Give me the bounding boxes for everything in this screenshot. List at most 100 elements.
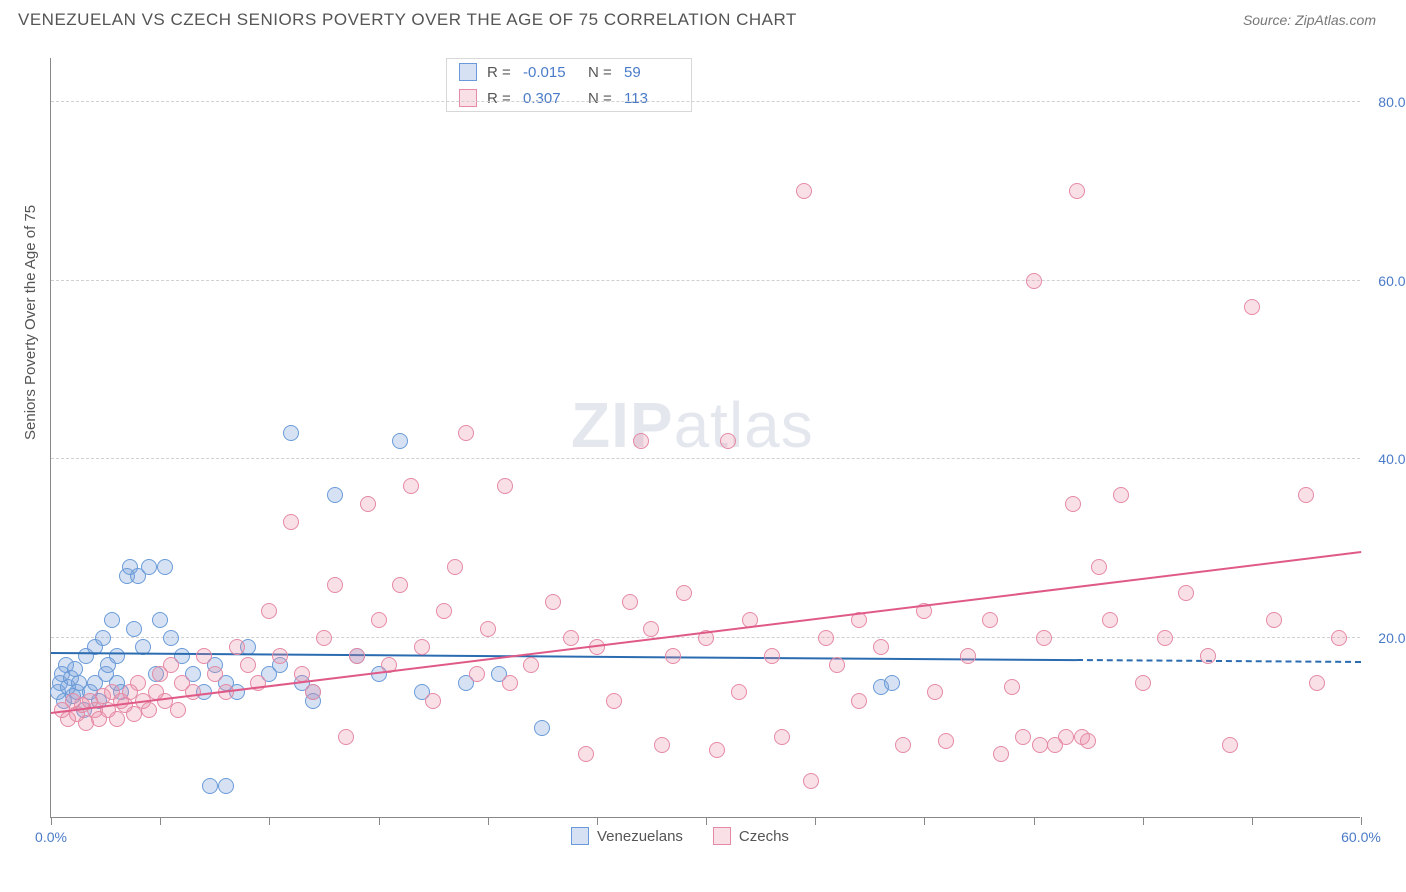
data-point [796,183,812,199]
data-point [720,433,736,449]
data-point [130,675,146,691]
data-point [170,702,186,718]
source-attribution: Source: ZipAtlas.com [1243,12,1376,28]
r-value: 0.307 [523,90,578,107]
data-point [95,630,111,646]
x-tick [269,817,270,825]
r-label: R = [487,90,513,107]
plot-area: ZIPatlas R =-0.015N =59R =0.307N =113 Ve… [50,58,1360,818]
data-point [480,621,496,637]
data-point [305,684,321,700]
gridline [51,458,1360,459]
data-point [392,433,408,449]
gridline [51,101,1360,102]
data-point [425,693,441,709]
data-point [218,778,234,794]
y-axis-label: Seniors Poverty Over the Age of 75 [22,205,39,440]
y-tick-label: 20.0% [1368,630,1406,646]
x-tick [379,817,380,825]
data-point [141,702,157,718]
legend-swatch [713,827,731,845]
data-point [818,630,834,646]
data-point [1058,729,1074,745]
x-tick [706,817,707,825]
data-point [1135,675,1151,691]
stats-row: R =-0.015N =59 [447,59,691,85]
data-point [1266,612,1282,628]
data-point [523,657,539,673]
legend-swatch [571,827,589,845]
watermark: ZIPatlas [571,388,814,462]
data-point [185,684,201,700]
data-point [109,648,125,664]
data-point [884,675,900,691]
data-point [240,657,256,673]
data-point [338,729,354,745]
data-point [654,737,670,753]
data-point [643,621,659,637]
data-point [392,577,408,593]
chart-title: VENEZUELAN VS CZECH SENIORS POVERTY OVER… [18,10,797,30]
data-point [141,559,157,575]
data-point [316,630,332,646]
data-point [1080,733,1096,749]
watermark-zip: ZIP [571,389,674,461]
data-point [709,742,725,758]
data-point [873,639,889,655]
legend-label: Venezuelans [597,828,683,845]
x-tick-label: 0.0% [35,829,67,845]
data-point [283,514,299,530]
x-tick [597,817,598,825]
data-point [497,478,513,494]
stats-row: R =0.307N =113 [447,85,691,111]
data-point [1222,737,1238,753]
data-point [447,559,463,575]
data-point [563,630,579,646]
chart-container: VENEZUELAN VS CZECH SENIORS POVERTY OVER… [0,0,1406,892]
n-value: 113 [624,90,679,107]
data-point [676,585,692,601]
data-point [803,773,819,789]
x-tick-label: 60.0% [1341,829,1381,845]
data-point [764,648,780,664]
data-point [109,711,125,727]
x-tick [51,817,52,825]
y-tick-label: 80.0% [1368,94,1406,110]
data-point [1004,679,1020,695]
data-point [207,666,223,682]
data-point [545,594,561,610]
data-point [403,478,419,494]
data-point [851,693,867,709]
data-point [774,729,790,745]
data-point [534,720,550,736]
stats-swatch [459,89,477,107]
data-point [229,639,245,655]
n-label: N = [588,64,614,81]
data-point [371,612,387,628]
data-point [1036,630,1052,646]
stats-swatch [459,63,477,81]
data-point [126,621,142,637]
data-point [414,639,430,655]
data-point [1178,585,1194,601]
legend-item: Czechs [713,827,789,845]
watermark-atlas: atlas [674,389,814,461]
data-point [938,733,954,749]
data-point [360,496,376,512]
data-point [578,746,594,762]
data-point [982,612,998,628]
data-point [1331,630,1347,646]
data-point [960,648,976,664]
data-point [1200,648,1216,664]
data-point [163,657,179,673]
data-point [1091,559,1107,575]
x-tick [1034,817,1035,825]
data-point [104,612,120,628]
legend-label: Czechs [739,828,789,845]
data-point [1065,496,1081,512]
data-point [1069,183,1085,199]
data-point [633,433,649,449]
legend-item: Venezuelans [571,827,683,845]
data-point [927,684,943,700]
n-value: 59 [624,64,679,81]
